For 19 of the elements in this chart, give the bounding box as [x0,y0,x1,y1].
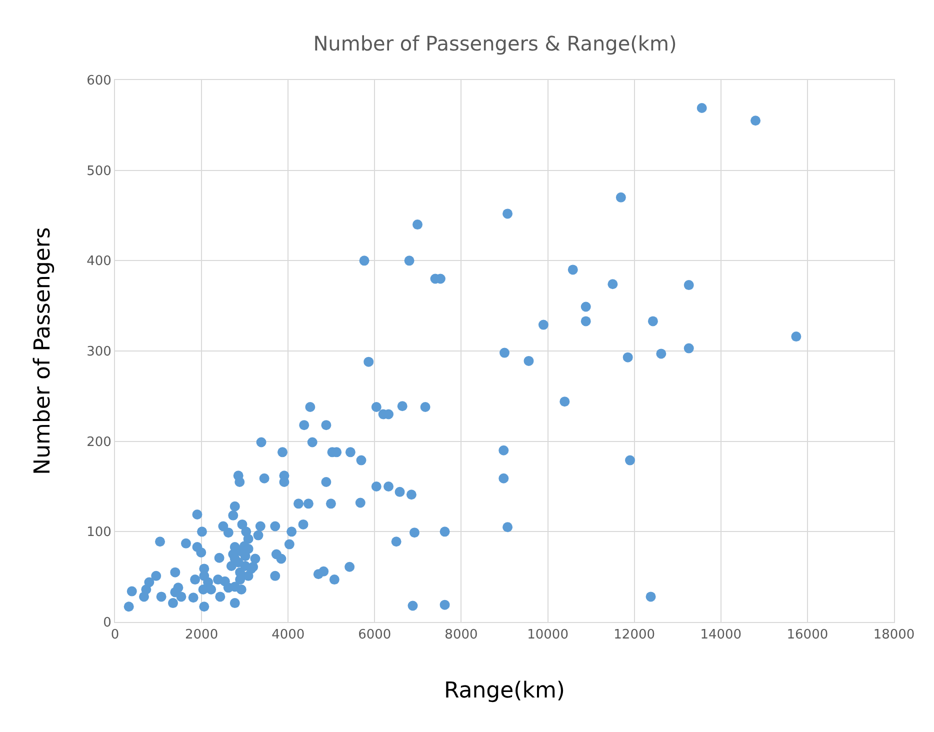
y-tick-label: 500 [86,164,112,179]
x-tick-label: 8000 [444,628,478,643]
x-tick-label: 6000 [358,628,392,643]
y-tick-label: 100 [86,525,112,540]
x-axis-title: Range(km) [444,678,566,704]
y-tick-label: 300 [86,344,112,360]
x-tick-label: 10000 [527,628,568,643]
x-tick-label: 2000 [185,628,218,643]
x-tick-label: 18000 [873,628,915,643]
y-tick-label: 400 [86,254,112,270]
chart-title: Number of Passengers & Range(km) [313,32,677,56]
x-tick-label: 4000 [272,628,305,643]
y-tick-label: 200 [86,434,112,450]
x-tick-label: 16000 [786,628,828,643]
x-tick-label: 14000 [700,628,742,643]
y-axis-title: Number of Passengers [30,227,56,475]
y-tick-label: 0 [103,616,112,631]
y-tick-label: 600 [86,74,112,89]
x-tick-label: 12000 [614,628,656,643]
